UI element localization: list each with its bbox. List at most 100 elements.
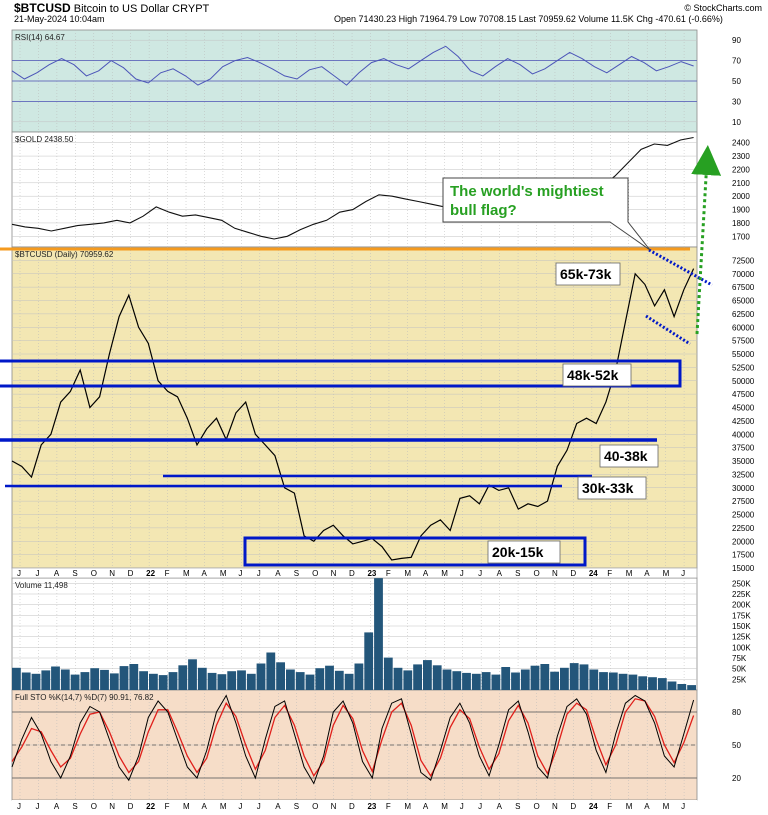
- x-tick-label: S: [515, 802, 520, 811]
- y-tick-label: 20: [732, 774, 741, 783]
- y-tick-label: 45000: [732, 404, 755, 413]
- y-tick-label: 75K: [732, 654, 747, 663]
- volume-bar: [256, 663, 266, 690]
- x-tick-label: J: [35, 802, 39, 811]
- x-tick-label: N: [552, 802, 558, 811]
- x-tick-label: J: [681, 569, 685, 578]
- volume-bar: [149, 673, 158, 690]
- open-label: Open: [334, 14, 357, 24]
- x-tick-label: M: [183, 569, 190, 578]
- y-tick-label: 250K: [732, 579, 751, 588]
- x-tick-label: A: [644, 802, 650, 811]
- volume-bar: [560, 667, 569, 690]
- label-20k-15k-box: [487, 540, 561, 564]
- low-label: Low: [459, 14, 477, 24]
- x-tick-label: M: [626, 569, 633, 578]
- y-tick-label: 15000: [732, 564, 755, 573]
- copyright: © StockCharts.com: [684, 3, 762, 13]
- x-tick-label: J: [17, 569, 21, 578]
- annotation-bull-flag-line2: bull flag?: [450, 202, 517, 219]
- x-tick-label: S: [72, 569, 77, 578]
- y-tick-label: 40000: [732, 430, 755, 439]
- x-tick-label: 24: [589, 802, 598, 811]
- y-tick-label: 175K: [732, 611, 751, 620]
- open-value: 71430.23: [358, 14, 397, 24]
- volume-bar: [628, 674, 638, 690]
- y-tick-label: 60000: [732, 323, 755, 332]
- x-tick-label: 22: [146, 569, 155, 578]
- volume-bar: [491, 674, 501, 690]
- x-tick-label: S: [515, 569, 520, 578]
- y-tick-label: 100K: [732, 643, 751, 652]
- panel-title-gold: $GOLD 2438.50: [15, 135, 74, 144]
- volume-bar: [119, 666, 129, 690]
- x-tick-label: A: [201, 802, 207, 811]
- y-tick-label: 22500: [732, 524, 755, 533]
- x-tick-label: N: [331, 802, 337, 811]
- low-value: 70708.15: [478, 14, 517, 24]
- volume-bar: [158, 675, 168, 690]
- datetime: 21-May-2024 10:04am: [14, 14, 105, 24]
- y-tick-label: 50000: [732, 377, 755, 386]
- x-tick-label: M: [663, 802, 670, 811]
- volume-bar: [374, 578, 383, 690]
- volume-bar: [188, 659, 197, 690]
- sto-k-line: [11, 694, 695, 785]
- x-tick-label: A: [54, 802, 60, 811]
- y-tick-label: 10: [732, 118, 741, 127]
- symbol-name: Bitcoin to US Dollar: [73, 3, 170, 15]
- y-tick-label: 2100: [732, 179, 750, 188]
- volume-bar: [21, 672, 31, 690]
- x-tick-label: J: [460, 802, 464, 811]
- x-tick-label: N: [552, 569, 558, 578]
- sto-d-line: [11, 698, 695, 778]
- volume-bar: [677, 684, 687, 690]
- volume-bar: [657, 678, 667, 690]
- y-tick-label: 65000: [732, 297, 755, 306]
- last-value: 70959.62: [538, 14, 576, 24]
- x-tick-label: D: [570, 802, 576, 811]
- volume-bar: [31, 673, 41, 690]
- volume-bar: [100, 669, 109, 690]
- y-tick-label: 2400: [732, 139, 750, 148]
- volume-bar: [178, 665, 188, 690]
- y-tick-label: 35000: [732, 457, 755, 466]
- symbol-title: $BTCUSD Bitcoin to US Dollar CRYPT: [14, 1, 209, 15]
- volume-bar: [648, 677, 657, 690]
- x-tick-label: D: [128, 569, 134, 578]
- y-tick-label: 50K: [732, 665, 747, 674]
- volume-bar: [168, 672, 178, 690]
- x-tick-label: 24: [589, 569, 598, 578]
- y-tick-label: 225K: [732, 590, 751, 599]
- support-box-20k-15k: [243, 536, 587, 567]
- last-label: Last: [518, 14, 536, 24]
- x-tick-label: M: [441, 802, 448, 811]
- x-tick-label: D: [128, 802, 134, 811]
- panel-title-price: $BTCUSD (Daily) 70959.62: [15, 250, 114, 259]
- volume-bar: [413, 664, 422, 690]
- volume-bar: [511, 672, 520, 690]
- y-tick-label: 1800: [732, 219, 750, 228]
- x-tick-label: N: [109, 802, 115, 811]
- x-tick-label: O: [91, 802, 97, 811]
- x-tick-label: N: [109, 569, 115, 578]
- support-box-48k-52k: [0, 359, 682, 388]
- flag-lower-line: [645, 314, 691, 346]
- x-tick-label: M: [441, 569, 448, 578]
- panel-title-sto: Full STO %K(14,7) %D(7) 90.91, 76.82: [15, 693, 154, 702]
- volume-bar: [325, 665, 334, 690]
- x-tick-label: A: [275, 802, 281, 811]
- volume-bar: [403, 670, 413, 690]
- volume-bar: [295, 672, 305, 690]
- volume-bar: [364, 632, 374, 690]
- y-tick-label: 70: [732, 57, 741, 66]
- x-tick-label: J: [478, 802, 482, 811]
- volume-bar: [60, 669, 70, 690]
- volume-bar: [315, 668, 325, 690]
- volume-bar: [305, 674, 315, 690]
- volume-bar: [462, 672, 471, 690]
- y-tick-label: 2200: [732, 165, 750, 174]
- y-tick-label: 2000: [732, 192, 750, 201]
- volume-bar: [393, 667, 403, 690]
- volume-bar: [207, 672, 217, 690]
